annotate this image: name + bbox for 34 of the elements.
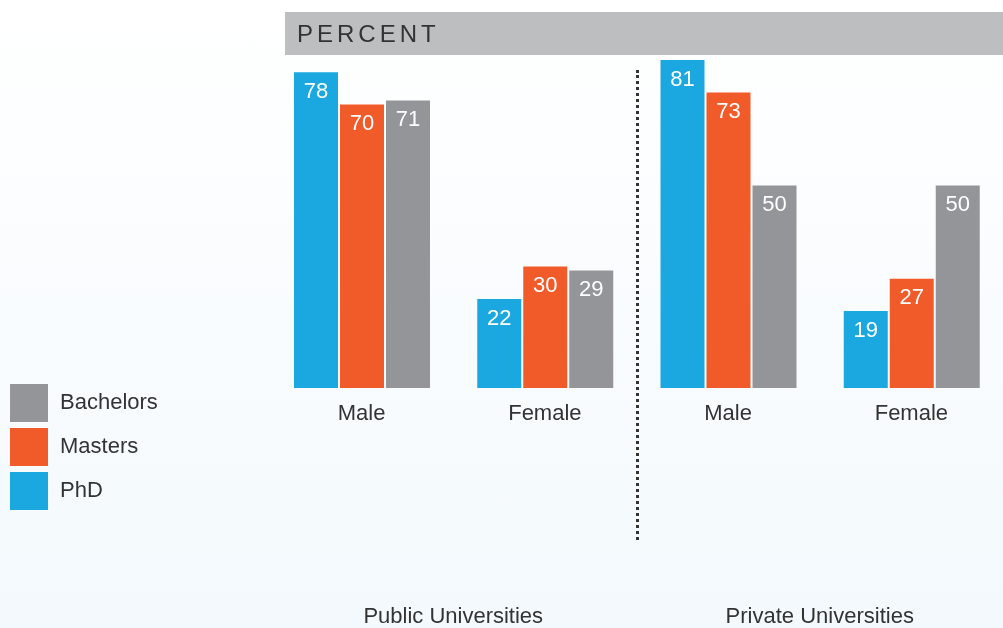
bar bbox=[294, 72, 338, 388]
bar bbox=[386, 100, 430, 388]
data-label: 27 bbox=[899, 284, 924, 310]
x-tick-label: Female bbox=[508, 399, 582, 425]
data-label: 22 bbox=[487, 304, 512, 330]
bar bbox=[843, 311, 888, 388]
bar bbox=[706, 92, 751, 388]
data-label: 50 bbox=[945, 191, 970, 217]
legend-label: Bachelors bbox=[60, 389, 158, 414]
data-label: 50 bbox=[762, 191, 787, 217]
data-label: 19 bbox=[853, 316, 878, 342]
text: Public Universities bbox=[362, 603, 545, 628]
bar bbox=[935, 185, 980, 388]
bar bbox=[477, 298, 522, 388]
legend-label: PhD bbox=[60, 477, 103, 502]
data-label: 73 bbox=[716, 98, 741, 124]
data-label: 70 bbox=[349, 110, 375, 136]
text: Private Universities bbox=[724, 603, 915, 628]
x-tick-label: Male bbox=[337, 399, 386, 425]
x-tick-label: Male bbox=[704, 399, 752, 425]
bar bbox=[889, 278, 934, 388]
chart-title: PERCENT bbox=[297, 19, 440, 48]
x-tick-label: Female bbox=[874, 399, 949, 425]
bar bbox=[523, 266, 568, 388]
bar bbox=[569, 270, 614, 388]
bar bbox=[660, 60, 705, 388]
data-label: 81 bbox=[670, 65, 695, 91]
data-label: 29 bbox=[579, 276, 604, 302]
data-label: 30 bbox=[533, 272, 558, 298]
legend-label: Masters bbox=[60, 433, 139, 458]
data-label: 71 bbox=[395, 106, 421, 132]
data-label: 78 bbox=[303, 77, 329, 103]
bar bbox=[752, 185, 797, 388]
bar bbox=[340, 104, 384, 388]
